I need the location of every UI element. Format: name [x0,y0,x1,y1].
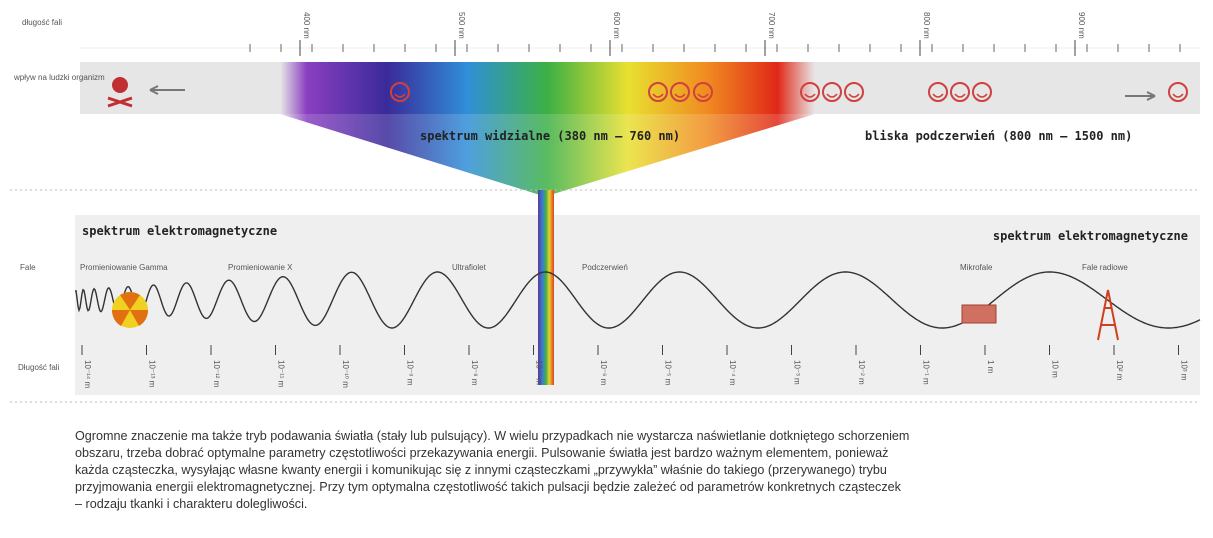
smile [674,93,686,98]
tick-label: 400 nm [302,12,311,39]
tick-label: 10³ m [1180,360,1189,381]
paragraph-line: obszaru, trzeba dobrać optymalne paramet… [75,446,888,460]
tick-label: 10⁻³ m [793,360,802,385]
tick-label: 10⁻¹³ m [148,360,157,388]
tick-label: 10⁻⁶ m [599,360,608,386]
smile [976,93,988,98]
tick-label: 10⁻¹¹ m [277,360,286,388]
tick-label: 10⁻⁴ m [728,360,737,386]
smile [954,93,966,98]
tick-label: 1 m [986,360,995,374]
wave-label: Mikrofale [960,263,993,272]
smile [826,93,838,98]
smiley [950,82,970,102]
tick-label: 10⁻² m [857,360,866,385]
visible-band [280,62,815,114]
radiation-icon [111,291,149,328]
tower-icon [1097,289,1119,341]
tick-label: 10⁻¹ m [922,360,931,385]
smiley [648,82,668,102]
panel-label: spektrum elektromagnetyczne [993,229,1188,243]
wave [74,271,1201,329]
smile [652,93,664,98]
smiley [1168,82,1188,102]
tick-label: 800 nm [922,12,931,39]
tick-label: 900 nm [1077,12,1086,39]
smile [1172,93,1184,98]
smile [804,93,816,98]
wave-label: Ultrafiolet [452,263,487,272]
funnel [280,114,815,195]
smile [932,93,944,98]
tick-label: 10⁻¹² m [212,360,221,388]
tick-label: 10⁻⁷ m [535,360,544,385]
wave-label: Promieniowanie X [228,263,293,272]
smiley [390,82,410,102]
smiley [693,82,713,102]
paragraph-line: każda cząsteczka, wysyłając własne kwant… [75,463,887,477]
paragraph-line: – rodzaju tkanki i charakteru dolegliwoś… [75,497,307,511]
paragraph-line: przyjmowania energii elektromagnetycznej… [75,480,902,494]
microwave-icon [961,304,997,324]
smiley [928,82,948,102]
smiley [670,82,690,102]
spectrum-panel [75,215,1200,395]
panel-label: spektrum elektromagnetyczne [82,224,277,238]
tick-label: 600 nm [612,12,621,39]
arrow [149,85,185,95]
wave-label: Fale radiowe [1082,263,1128,272]
tick-label: 10⁻⁸ m [470,360,479,386]
wave-label: Promieniowanie Gamma [80,263,168,272]
tick-label: 500 nm [457,12,466,39]
smiley [800,82,820,102]
smile [848,93,860,98]
tick-label: 700 nm [767,12,776,39]
band-label: bliska podczerwień (800 nm – 1500 nm) [865,129,1132,143]
smiley [844,82,864,102]
tick-label: 10⁻⁵ m [664,360,673,386]
tick-label: 10 m [1051,360,1060,378]
axis-label: Długość fali [18,363,60,372]
visible-beam [538,190,554,385]
tick-label: 10⁻¹⁴ m [83,360,92,388]
smile [697,93,709,98]
tick-label: 10⁻⁹ m [406,360,415,386]
smiley [972,82,992,102]
band-label: spektrum widzialne (380 nm – 760 nm) [420,129,680,143]
smiley [822,82,842,102]
axis-label: długość fali [22,18,62,27]
smileys [390,82,1188,102]
arrow [1125,91,1156,101]
tick-label: 10⁻¹⁰ m [341,360,350,388]
skull-icon [107,77,133,108]
wave-label: Podczerwień [582,263,628,272]
smile [394,93,406,98]
row-label: wpływ na ludzki organizm [13,73,105,82]
paragraph-line: Ogromne znaczenie ma także tryb podawani… [75,429,909,443]
row-label: Fale [20,263,36,272]
tick-label: 10² m [1115,360,1124,381]
